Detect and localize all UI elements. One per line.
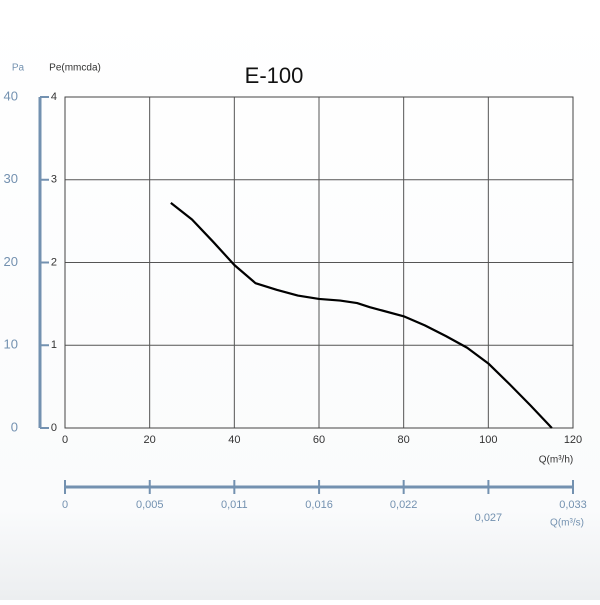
x2-tick-label: 0,016 bbox=[305, 499, 333, 511]
y-tick-label: 4 bbox=[51, 91, 57, 103]
x-tick-label: 60 bbox=[313, 434, 325, 446]
x2-tick-label: 0 bbox=[62, 499, 68, 511]
x2-tick-label: 0,033 bbox=[559, 499, 587, 511]
x-axis-label: Q(m³/h) bbox=[539, 455, 573, 466]
x-tick-label: 120 bbox=[564, 434, 582, 446]
x2-tick-label: 0,022 bbox=[390, 499, 418, 511]
y-tick-label: 0 bbox=[51, 422, 57, 434]
y2-tick-label: 40 bbox=[4, 88, 18, 103]
x-tick-label: 0 bbox=[62, 434, 68, 446]
y-tick-label: 1 bbox=[51, 339, 57, 351]
x-tick-label: 20 bbox=[144, 434, 156, 446]
y2-tick-label: 20 bbox=[4, 254, 18, 269]
x2-tick-label: 0,027 bbox=[475, 512, 503, 524]
y2-tick-label: 30 bbox=[4, 171, 18, 186]
y-axis-label: Pe(mmcda) bbox=[49, 63, 101, 74]
x2-tick-label: 0,011 bbox=[221, 499, 248, 511]
y2-tick-label: 10 bbox=[4, 337, 18, 352]
y-tick-label: 3 bbox=[51, 174, 57, 186]
x2-axis-label: Q(m³/s) bbox=[550, 518, 584, 529]
y2-tick-label: 0 bbox=[11, 419, 18, 434]
curve bbox=[170, 202, 553, 429]
y2-axis-label: Pa bbox=[12, 63, 25, 74]
y-tick-label: 2 bbox=[51, 256, 57, 268]
x2-tick-label: 0,005 bbox=[136, 499, 164, 511]
chart-title: E-100 bbox=[245, 63, 304, 88]
x-tick-label: 80 bbox=[398, 434, 410, 446]
x-tick-label: 100 bbox=[479, 434, 497, 446]
plot-frame bbox=[64, 96, 574, 429]
x-tick-label: 40 bbox=[228, 434, 240, 446]
